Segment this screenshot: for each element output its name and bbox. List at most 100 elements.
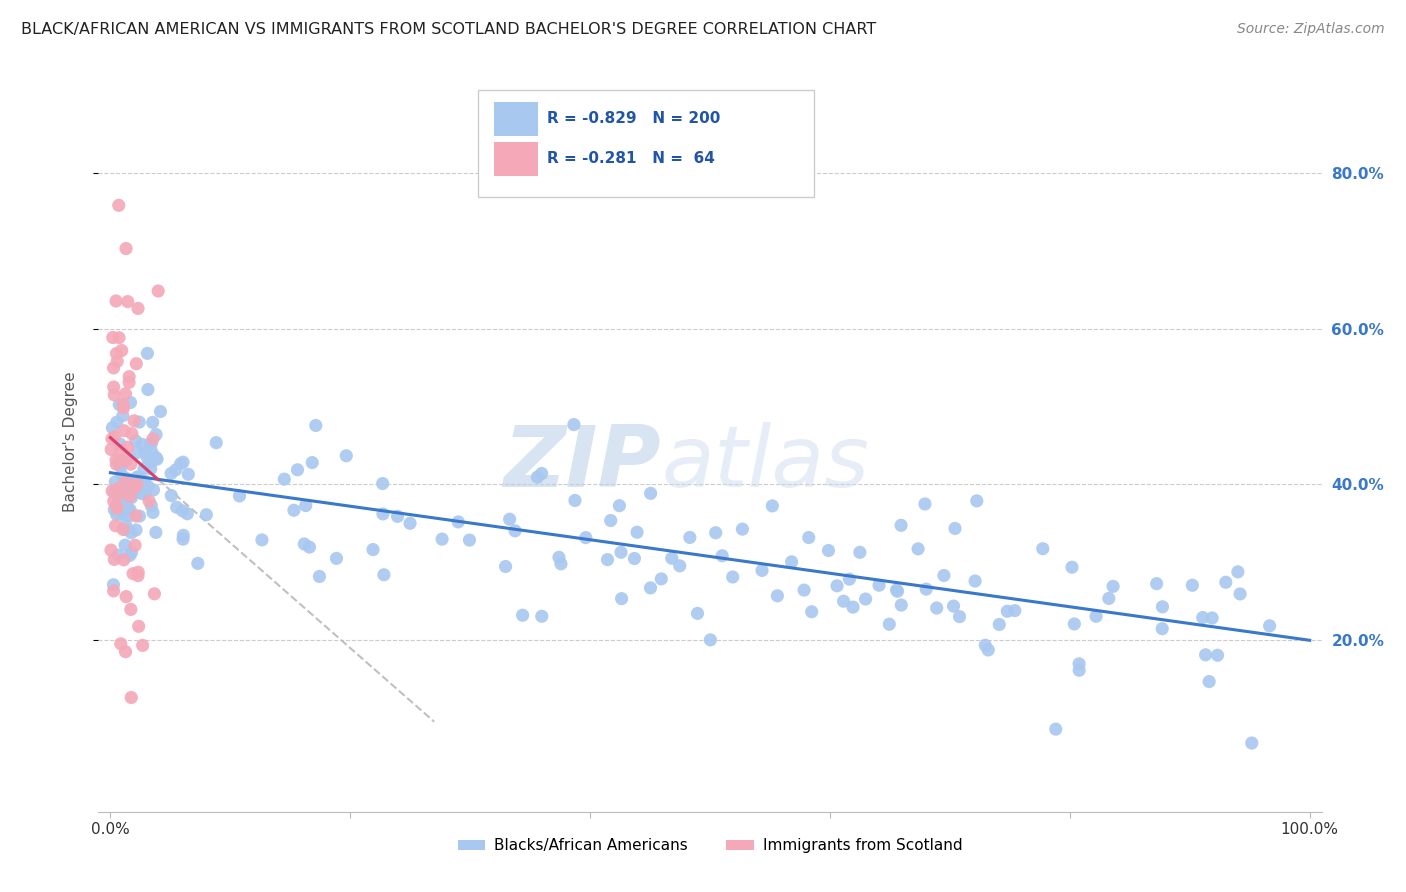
Point [160, 489, 183, 503]
Point [142, 506, 165, 520]
Point [114, 481, 136, 495]
Point [110, 637, 132, 651]
Point [575, 531, 598, 545]
Point [129, 486, 152, 500]
Point [108, 437, 131, 451]
Point [105, 354, 128, 368]
Point [120, 395, 142, 409]
Point [308, 569, 330, 583]
Point [103, 388, 125, 402]
Point [430, 532, 453, 546]
Point [371, 476, 394, 491]
Point [1063, 616, 1085, 631]
Point [125, 523, 148, 537]
Point [125, 357, 148, 371]
Point [128, 619, 150, 633]
Point [115, 474, 138, 488]
Point [948, 609, 970, 624]
Point [868, 578, 890, 592]
Text: R = -0.829   N = 200: R = -0.829 N = 200 [547, 111, 721, 126]
Point [108, 458, 131, 472]
Point [142, 483, 165, 497]
Point [172, 504, 194, 518]
Point [943, 521, 966, 535]
Point [108, 331, 131, 345]
Point [110, 458, 132, 473]
Point [855, 592, 877, 607]
Point [125, 508, 148, 523]
Point [120, 457, 142, 471]
Point [122, 481, 145, 495]
Text: BLACK/AFRICAN AMERICAN VS IMMIGRANTS FROM SCOTLAND BACHELOR'S DEGREE CORRELATION: BLACK/AFRICAN AMERICAN VS IMMIGRANTS FRO… [21, 22, 876, 37]
Point [1067, 657, 1090, 671]
Point [176, 507, 198, 521]
Point [273, 472, 295, 486]
Point [548, 550, 571, 565]
Point [145, 450, 167, 465]
Point [640, 486, 662, 500]
Point [610, 545, 633, 559]
Point [114, 523, 136, 537]
Point [301, 456, 323, 470]
Point [105, 346, 128, 360]
Point [503, 524, 526, 538]
Point [977, 643, 1000, 657]
Point [114, 452, 136, 467]
Point [205, 435, 228, 450]
Point [124, 485, 146, 500]
Point [141, 499, 163, 513]
Point [103, 578, 125, 592]
Point [103, 360, 125, 375]
Point [886, 582, 908, 597]
Point [761, 499, 783, 513]
Point [838, 572, 860, 586]
Point [195, 508, 218, 522]
Point [361, 542, 384, 557]
Point [112, 471, 135, 485]
Point [169, 457, 191, 471]
Point [111, 467, 134, 482]
Point [118, 484, 141, 499]
Point [849, 545, 872, 559]
Point [187, 557, 209, 571]
Point [640, 581, 662, 595]
Point [141, 436, 163, 450]
Legend: Blacks/African Americans, Immigrants from Scotland: Blacks/African Americans, Immigrants fro… [451, 832, 969, 860]
Point [305, 418, 328, 433]
Point [146, 452, 169, 467]
Point [751, 564, 773, 578]
Point [287, 463, 309, 477]
Point [145, 427, 167, 442]
Point [127, 477, 149, 491]
Point [110, 507, 132, 521]
FancyBboxPatch shape [494, 143, 537, 177]
Point [793, 583, 815, 598]
Point [108, 494, 131, 508]
Point [800, 605, 823, 619]
Point [142, 432, 165, 446]
Point [526, 470, 548, 484]
Point [120, 490, 142, 504]
Point [111, 343, 134, 358]
Point [1226, 565, 1249, 579]
Point [115, 452, 138, 467]
Point [134, 446, 156, 460]
Point [172, 528, 194, 542]
Point [817, 543, 839, 558]
Point [177, 467, 200, 482]
Point [100, 442, 122, 457]
Point [101, 330, 124, 344]
Point [103, 502, 125, 516]
Point [117, 472, 139, 486]
Point [112, 553, 135, 567]
Point [711, 549, 734, 563]
Point [107, 548, 129, 562]
Point [1085, 609, 1108, 624]
Point [832, 594, 855, 608]
Point [172, 455, 194, 469]
Point [110, 494, 132, 508]
Point [965, 574, 987, 588]
Point [103, 552, 125, 566]
Point [1215, 575, 1237, 590]
Point [610, 591, 633, 606]
